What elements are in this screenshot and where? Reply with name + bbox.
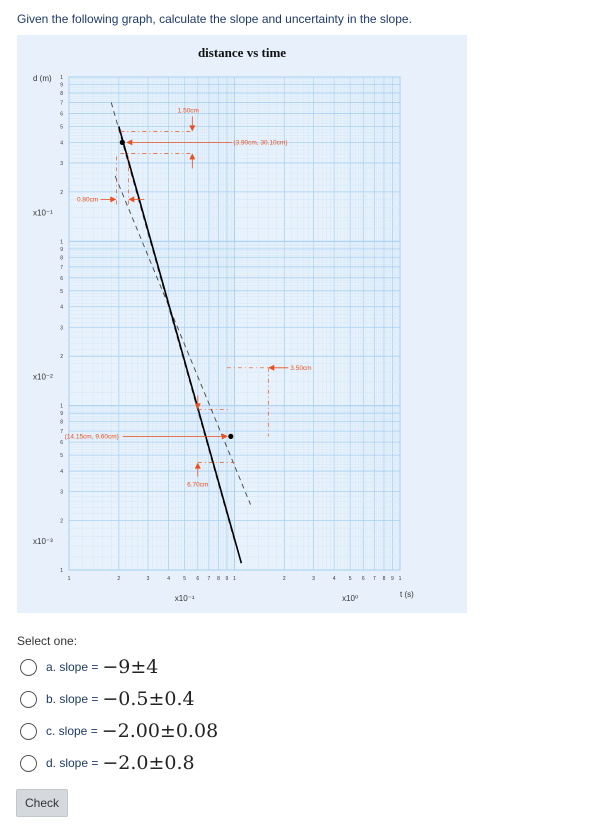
check-button[interactable]: Check <box>16 789 68 817</box>
x-tick-label: 4 <box>167 576 170 582</box>
y-tick-label: 7 <box>60 429 63 435</box>
y-tick-label: 3 <box>60 325 63 331</box>
x-tick-label: 6 <box>362 576 365 582</box>
option-a-value: −9±4 <box>102 656 159 678</box>
radio-b[interactable] <box>20 690 37 708</box>
x-tick-label: 2 <box>283 576 286 582</box>
bracket-right-arrowhead <box>268 364 275 371</box>
option-a-label: a. slope = <box>46 660 99 674</box>
x-tick-label: 5 <box>183 576 186 582</box>
x-axis-label: t (s) <box>400 590 414 599</box>
chart-title: distance vs time <box>198 45 286 60</box>
x-tick-label: 5 <box>349 576 352 582</box>
y-tick-label: 5 <box>60 289 63 295</box>
y-decade-label: x10⁻³ <box>33 537 53 546</box>
bracket-left-arrowhead-b <box>128 196 135 203</box>
bracket-bottom-arrowhead-b <box>194 462 201 469</box>
y-tick-label: 8 <box>60 91 63 97</box>
question-text: Given the following graph, calculate the… <box>17 12 412 26</box>
x-tick-label: 9 <box>226 576 229 582</box>
radio-c[interactable] <box>20 722 37 740</box>
y-tick-label: 3 <box>60 490 63 496</box>
y-tick-label: 4 <box>60 469 63 475</box>
y-tick-label: 4 <box>60 140 63 146</box>
y-tick-label: 9 <box>60 247 63 253</box>
x-tick-label: 2 <box>117 576 120 582</box>
x-tick-label: 1 <box>399 576 402 582</box>
data-point-2 <box>228 433 234 440</box>
x-decade-label: x10⁰ <box>342 594 358 603</box>
option-a[interactable]: a. slope = −9±4 <box>20 655 158 679</box>
radio-a[interactable] <box>20 658 37 676</box>
bracket-top-arrowhead-a <box>189 125 196 132</box>
graph-figure: distance vs time d (m) t (s) 1 2 3 4 5 6 7 8 9 1 2 3 4 5… <box>17 35 467 613</box>
x-decade-label: x10⁻¹ <box>175 594 195 603</box>
radio-d[interactable] <box>20 754 37 772</box>
y-tick-label: 1 <box>60 404 63 410</box>
y-tick-label: 6 <box>60 276 63 282</box>
y-tick-label: 7 <box>60 265 63 271</box>
point-1-label: (3.90cm, 30.10cm) <box>233 139 287 146</box>
annotation-3: 3.50cm <box>290 365 311 372</box>
y-tick-label: 8 <box>60 420 63 426</box>
y-tick-label: 9 <box>60 83 63 89</box>
y-tick-label: 4 <box>60 305 63 311</box>
x-tick-label: 3 <box>312 576 315 582</box>
x-tick-label: 3 <box>147 576 150 582</box>
select-one-label: Select one: <box>17 634 78 648</box>
y-tick-label: 7 <box>60 100 63 106</box>
x-tick-label: 7 <box>373 576 376 582</box>
option-b-label: b. slope = <box>46 692 99 706</box>
y-tick-label: 1 <box>60 239 63 245</box>
option-d-label: d. slope = <box>46 756 99 770</box>
x-tick-label: 8 <box>217 576 220 582</box>
y-axis-label: d (m) <box>33 74 52 83</box>
y-tick-label: 5 <box>60 124 63 130</box>
y-tick-label: 2 <box>60 519 63 525</box>
x-tick-label: 1 <box>233 576 236 582</box>
annotation-4: 6.70cm <box>187 482 208 489</box>
option-d-value: −2.0±0.8 <box>102 752 195 774</box>
y-tick-label: 9 <box>60 411 63 417</box>
bracket-left-arrowhead-a <box>110 196 117 203</box>
y-tick-label: 5 <box>60 453 63 459</box>
y-decade-label: x10⁻² <box>33 373 53 382</box>
x-tick-label: 1 <box>68 576 71 582</box>
x-tick-label: 9 <box>391 576 394 582</box>
annotation-2: 0.80cm <box>77 196 98 203</box>
option-d[interactable]: d. slope = −2.0±0.8 <box>20 751 195 775</box>
option-c[interactable]: c. slope = −2.00±0.08 <box>20 719 218 743</box>
point-2-arrowhead <box>221 433 228 440</box>
y-tick-label: 1 <box>60 568 63 574</box>
y-tick-label: 6 <box>60 440 63 446</box>
x-tick-label: 6 <box>196 576 199 582</box>
bracket-top-arrowhead-b <box>189 153 196 160</box>
y-tick-label: 3 <box>60 161 63 167</box>
point-1-arrowhead <box>126 139 133 146</box>
option-b-value: −0.5±0.4 <box>102 688 195 710</box>
point-2-label: (14.15cm, 9.60cm) <box>65 433 119 440</box>
x-tick-label: 4 <box>333 576 336 582</box>
annotation-1: 1.50cm <box>178 107 199 114</box>
y-tick-label: 1 <box>60 75 63 81</box>
y-tick-label: 2 <box>60 190 63 196</box>
option-c-label: c. slope = <box>46 724 98 738</box>
y-decade-label: x10⁻¹ <box>33 208 53 217</box>
option-b[interactable]: b. slope = −0.5±0.4 <box>20 687 195 711</box>
option-c-value: −2.00±0.08 <box>101 720 219 742</box>
data-point-1 <box>119 139 125 145</box>
y-tick-label: 8 <box>60 255 63 261</box>
x-tick-label: 8 <box>383 576 386 582</box>
x-tick-label: 7 <box>207 576 210 582</box>
bracket-bottom-arrowhead-a <box>194 403 201 410</box>
y-tick-label: 2 <box>60 354 63 360</box>
y-tick-label: 6 <box>60 111 63 117</box>
